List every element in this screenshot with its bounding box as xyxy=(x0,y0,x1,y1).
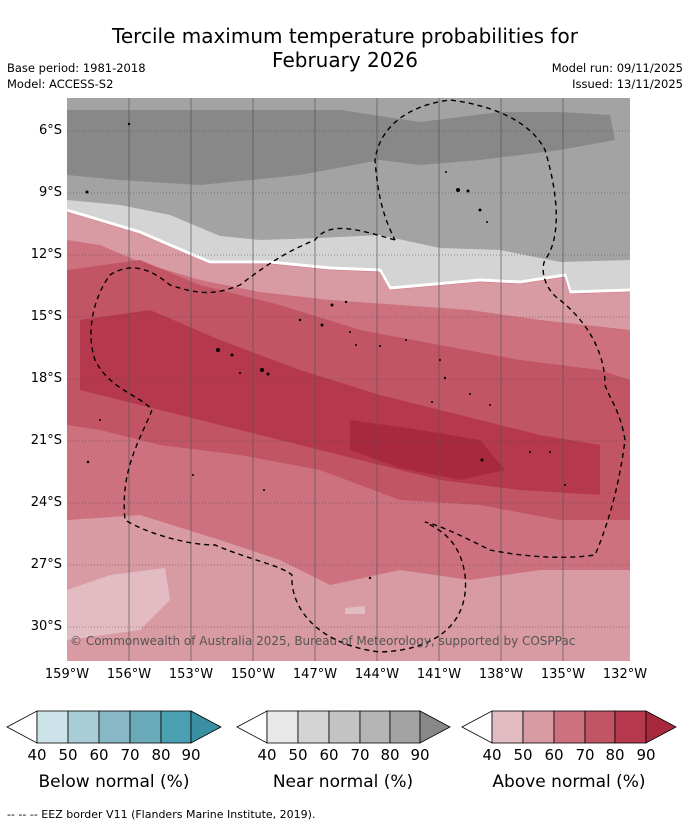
above-normal-south-60 xyxy=(67,515,630,661)
below-swatch-40 xyxy=(36,710,69,744)
lon-label: 150°W xyxy=(230,667,276,682)
near-tick: 90 xyxy=(410,746,430,764)
meta-right: Model run: 09/11/2025 Issued: 13/11/2025 xyxy=(552,60,683,92)
above-tick: 60 xyxy=(544,746,564,764)
above-tick: 80 xyxy=(605,746,625,764)
above-high-arrow xyxy=(645,710,677,744)
below-swatch-60 xyxy=(98,710,131,744)
lon-label: 135°W xyxy=(540,667,586,682)
lat-label: 27°S xyxy=(30,557,62,572)
lat-label: 18°S xyxy=(30,371,62,386)
lon-label: 156°W xyxy=(106,667,152,682)
near-tick: 60 xyxy=(319,746,339,764)
near-swatch-40 xyxy=(266,710,299,744)
model-name: Model: ACCESS-S2 xyxy=(7,77,114,91)
below-tick: 80 xyxy=(151,746,171,764)
eez-borders xyxy=(90,99,626,653)
lat-label: 15°S xyxy=(30,309,62,324)
meta-left: Base period: 1981-2018 Model: ACCESS-S2 xyxy=(7,60,146,92)
lat-label: 30°S xyxy=(30,619,62,634)
near-tick: 50 xyxy=(288,746,308,764)
lon-label: 159°W xyxy=(44,667,90,682)
above-tick: 40 xyxy=(482,746,502,764)
lon-label: 153°W xyxy=(168,667,214,682)
lon-label: 138°W xyxy=(478,667,524,682)
lat-label: 9°S xyxy=(38,185,62,200)
lon-label: 144°W xyxy=(354,667,400,682)
above-swatch-40 xyxy=(491,710,524,744)
near-normal-90 xyxy=(67,110,615,185)
model-run: Model run: 09/11/2025 xyxy=(551,61,683,75)
copyright-notice: © Commonwealth of Australia 2025, Bureau… xyxy=(70,634,576,648)
above-swatch-70 xyxy=(584,710,616,744)
above-swatch-50 xyxy=(522,710,555,744)
issued-date: Issued: 13/11/2025 xyxy=(572,77,683,91)
near-low-arrow xyxy=(236,710,268,744)
above-tick: 50 xyxy=(513,746,533,764)
below-low-arrow xyxy=(6,710,38,744)
above-normal-south-50 xyxy=(67,568,170,640)
below-swatch-70 xyxy=(129,710,162,744)
above-tick: 90 xyxy=(636,746,656,764)
above-normal-60 xyxy=(67,212,630,330)
islands xyxy=(85,122,566,580)
near-tick: 80 xyxy=(380,746,400,764)
meridians xyxy=(128,98,564,661)
colorbar-near xyxy=(236,710,451,744)
near-normal-label: Near normal (%) xyxy=(272,772,414,792)
above-normal-label: Above normal (%) xyxy=(492,772,646,792)
above-normal-max xyxy=(350,420,505,480)
below-tick: 60 xyxy=(89,746,109,764)
lat-label: 12°S xyxy=(30,247,62,262)
colorbar-above xyxy=(461,710,677,744)
above-swatch-80 xyxy=(614,710,647,744)
near-swatch-50 xyxy=(297,710,330,744)
probability-field xyxy=(67,98,630,661)
title-line-2: February 2026 xyxy=(272,48,418,72)
near-high-arrow xyxy=(419,710,451,744)
lon-label: 141°W xyxy=(416,667,462,682)
title-line-1: Tercile maximum temperature probabilitie… xyxy=(112,24,578,48)
near-tick: 70 xyxy=(350,746,370,764)
below-swatch-50 xyxy=(67,710,100,744)
below-high-arrow xyxy=(190,710,222,744)
near-swatch-60 xyxy=(328,710,361,744)
below-tick: 50 xyxy=(58,746,78,764)
map-title: Tercile maximum temperature probabilitie… xyxy=(0,24,690,72)
colorbar-below xyxy=(6,710,222,744)
below-swatch-80 xyxy=(160,710,192,744)
lon-label: 147°W xyxy=(292,667,338,682)
lon-label: 132°W xyxy=(602,667,648,682)
above-low-arrow xyxy=(461,710,493,744)
lat-label: 24°S xyxy=(30,495,62,510)
tercile-boundary xyxy=(67,208,630,294)
lat-label: 21°S xyxy=(30,433,62,448)
graticule xyxy=(67,130,630,628)
above-tick: 70 xyxy=(575,746,595,764)
below-tick: 90 xyxy=(181,746,201,764)
below-tick: 40 xyxy=(27,746,47,764)
base-period: Base period: 1981-2018 xyxy=(7,61,146,75)
near-swatch-70 xyxy=(359,710,391,744)
below-tick: 70 xyxy=(120,746,140,764)
near-tick: 40 xyxy=(257,746,277,764)
eez-footnote: -- -- -- EEZ border V11 (Flanders Marine… xyxy=(7,808,316,821)
above-swatch-60 xyxy=(553,710,586,744)
near-swatch-80 xyxy=(389,710,421,744)
below-normal-label: Below normal (%) xyxy=(38,772,190,792)
light-patch xyxy=(345,606,365,614)
near-normal-80-top xyxy=(67,98,630,120)
lat-label: 6°S xyxy=(38,123,62,138)
